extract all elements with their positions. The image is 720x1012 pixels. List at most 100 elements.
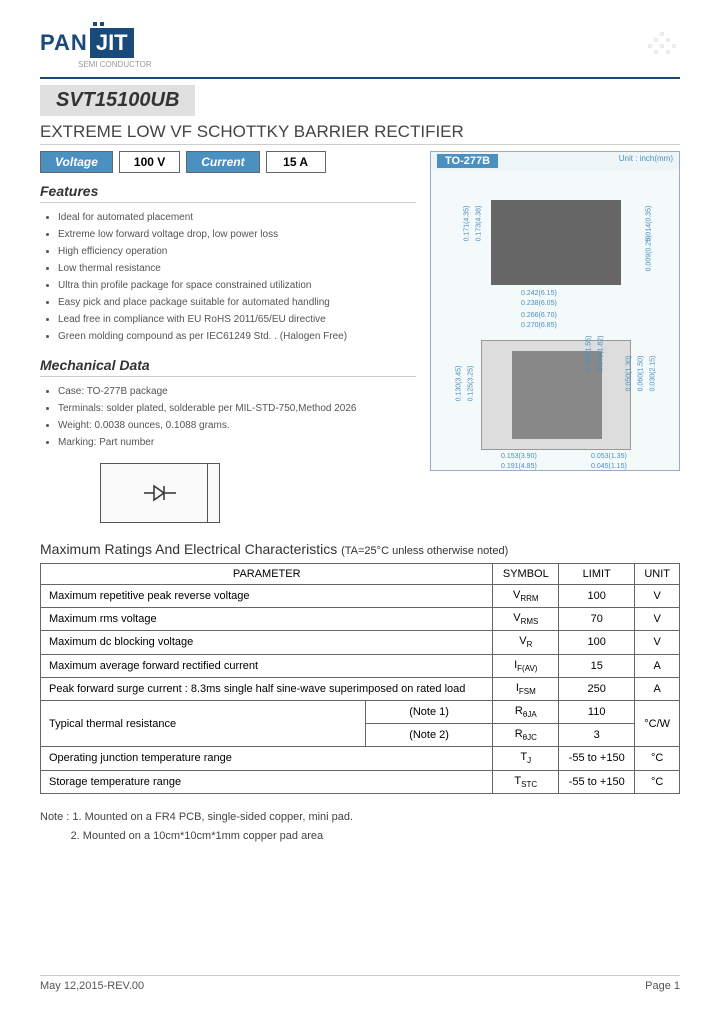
package-column: TO-277B Unit : inch(mm) 0.171(4.35) 0.17… (430, 151, 680, 523)
cell-limit: 70 (559, 608, 635, 631)
table-row: Maximum dc blocking voltage VR 100 V (41, 631, 680, 654)
dim-label: 0.238(6.05) (521, 300, 557, 307)
mechanical-list: Case: TO-277B package Terminals: solder … (58, 383, 416, 451)
dim-label: 0.060(1.50) (637, 356, 644, 392)
dim-label: 0.173(4.38) (475, 206, 482, 242)
table-row: Maximum repetitive peak reverse voltage … (41, 585, 680, 608)
table-title: Maximum Ratings And Electrical Character… (40, 541, 680, 557)
cell-param: Operating junction temperature range (41, 747, 493, 770)
footer-revision: May 12,2015-REV.00 (40, 980, 144, 992)
logo-text-right: JIT (90, 28, 134, 58)
cell-param: Storage temperature range (41, 770, 493, 793)
th-limit: LIMIT (559, 564, 635, 585)
dim-label: 0.009(0.25) (645, 236, 652, 272)
table-title-sub: (TA=25°C unless otherwise noted) (341, 545, 508, 557)
ratings-table: PARAMETER SYMBOL LIMIT UNIT Maximum repe… (40, 563, 680, 794)
cell-symbol: RθJC (493, 724, 559, 747)
package-drawing: 0.171(4.35) 0.173(4.38) 0.242(6.15) 0.23… (431, 170, 679, 470)
cell-param: Maximum dc blocking voltage (41, 631, 493, 654)
logo-subtitle: SEMI CONDUCTOR (78, 60, 152, 69)
mech-item: Weight: 0.0038 ounces, 0.1088 grams. (58, 417, 416, 434)
feature-item: Lead free in compliance with EU RoHS 201… (58, 311, 416, 328)
dim-label: 0.045(1.15) (591, 463, 627, 470)
product-title: EXTREME LOW VF SCHOTTKY BARRIER RECTIFIE… (40, 122, 680, 145)
cell-limit: -55 to +150 (559, 747, 635, 770)
feature-item: Easy pick and place package suitable for… (58, 294, 416, 311)
voltage-value: 100 V (119, 151, 180, 173)
cell-limit: -55 to +150 (559, 770, 635, 793)
decorative-dots-icon (640, 28, 680, 68)
notes-label: Note : (40, 811, 69, 823)
th-symbol: SYMBOL (493, 564, 559, 585)
cell-symbol: IFSM (493, 677, 559, 700)
cell-unit: V (635, 608, 680, 631)
cell-symbol: TSTC (493, 770, 559, 793)
table-row: Maximum rms voltage VRMS 70 V (41, 608, 680, 631)
feature-item: High efficiency operation (58, 243, 416, 260)
dim-label: 0.171(4.35) (463, 206, 470, 242)
cell-limit: 110 (559, 700, 635, 723)
mech-item: Marking: Part number (58, 434, 416, 451)
cell-param: Maximum rms voltage (41, 608, 493, 631)
package-bottom-view (481, 340, 631, 450)
dim-label: 0.061(1.55) (585, 336, 592, 372)
dim-label: 0.050(1.30) (625, 356, 632, 392)
cell-param: Maximum repetitive peak reverse voltage (41, 585, 493, 608)
dim-label: 0.191(4.85) (501, 463, 537, 470)
cell-unit: A (635, 654, 680, 677)
dim-label: 0.153(3.90) (501, 453, 537, 460)
cell-symbol: IF(AV) (493, 654, 559, 677)
logo: PAN JIT SEMI CONDUCTOR (40, 28, 152, 69)
cell-limit: 250 (559, 677, 635, 700)
part-number: SVT15100UB (40, 85, 195, 116)
datasheet-page: PAN JIT SEMI CONDUCTOR SVT15100UB EXTREM… (0, 0, 720, 1012)
package-header: TO-277B Unit : inch(mm) (431, 152, 679, 170)
dim-label: 0.130(3.45) (455, 366, 462, 402)
current-value: 15 A (266, 151, 326, 173)
marking-diagram (100, 463, 220, 523)
cell-unit: A (635, 677, 680, 700)
spec-row: Voltage 100 V Current 15 A (40, 151, 416, 173)
cell-unit: °C (635, 770, 680, 793)
dim-label: 0.078(1.82) (597, 336, 604, 372)
note-2: 2. Mounted on a 10cm*10cm*1mm copper pad… (71, 830, 324, 842)
cell-symbol: VRMS (493, 608, 559, 631)
mech-item: Case: TO-277B package (58, 383, 416, 400)
cell-unit: V (635, 631, 680, 654)
dim-label: 0.053(1.35) (591, 453, 627, 460)
cell-param: Maximum average forward rectified curren… (41, 654, 493, 677)
part-number-row: SVT15100UB (40, 85, 680, 122)
cell-note: (Note 1) (365, 700, 493, 723)
dim-label: 0.125(3.25) (467, 366, 474, 402)
cell-unit: °C/W (635, 700, 680, 746)
notes-section: Note : 1. Mounted on a FR4 PCB, single-s… (40, 808, 680, 848)
table-row: Peak forward surge current : 8.3ms singl… (41, 677, 680, 700)
cell-note: (Note 2) (365, 724, 493, 747)
cell-symbol: TJ (493, 747, 559, 770)
cell-limit: 15 (559, 654, 635, 677)
table-title-main: Maximum Ratings And Electrical Character… (40, 541, 337, 557)
footer-page: Page 1 (645, 980, 680, 992)
table-row: Operating junction temperature range TJ … (41, 747, 680, 770)
table-row: Typical thermal resistance (Note 1) RθJA… (41, 700, 680, 723)
cell-limit: 3 (559, 724, 635, 747)
footer: May 12,2015-REV.00 Page 1 (40, 975, 680, 992)
feature-item: Ideal for automated placement (58, 209, 416, 226)
cell-unit: V (635, 585, 680, 608)
cell-limit: 100 (559, 585, 635, 608)
dim-label: 0.270(6.85) (521, 322, 557, 329)
table-header-row: PARAMETER SYMBOL LIMIT UNIT (41, 564, 680, 585)
package-label: TO-277B (437, 154, 498, 168)
diode-symbol-icon (140, 478, 180, 508)
cell-limit: 100 (559, 631, 635, 654)
header-divider (40, 77, 680, 79)
cell-param: Peak forward surge current : 8.3ms singl… (41, 677, 493, 700)
dim-label: 0.242(6.15) (521, 290, 557, 297)
dim-label: 0.266(6.70) (521, 312, 557, 319)
th-parameter: PARAMETER (41, 564, 493, 585)
mechanical-heading: Mechanical Data (40, 357, 416, 377)
feature-item: Green molding compound as per IEC61249 S… (58, 328, 416, 345)
th-unit: UNIT (635, 564, 680, 585)
voltage-label: Voltage (40, 151, 113, 173)
table-row: Storage temperature range TSTC -55 to +1… (41, 770, 680, 793)
